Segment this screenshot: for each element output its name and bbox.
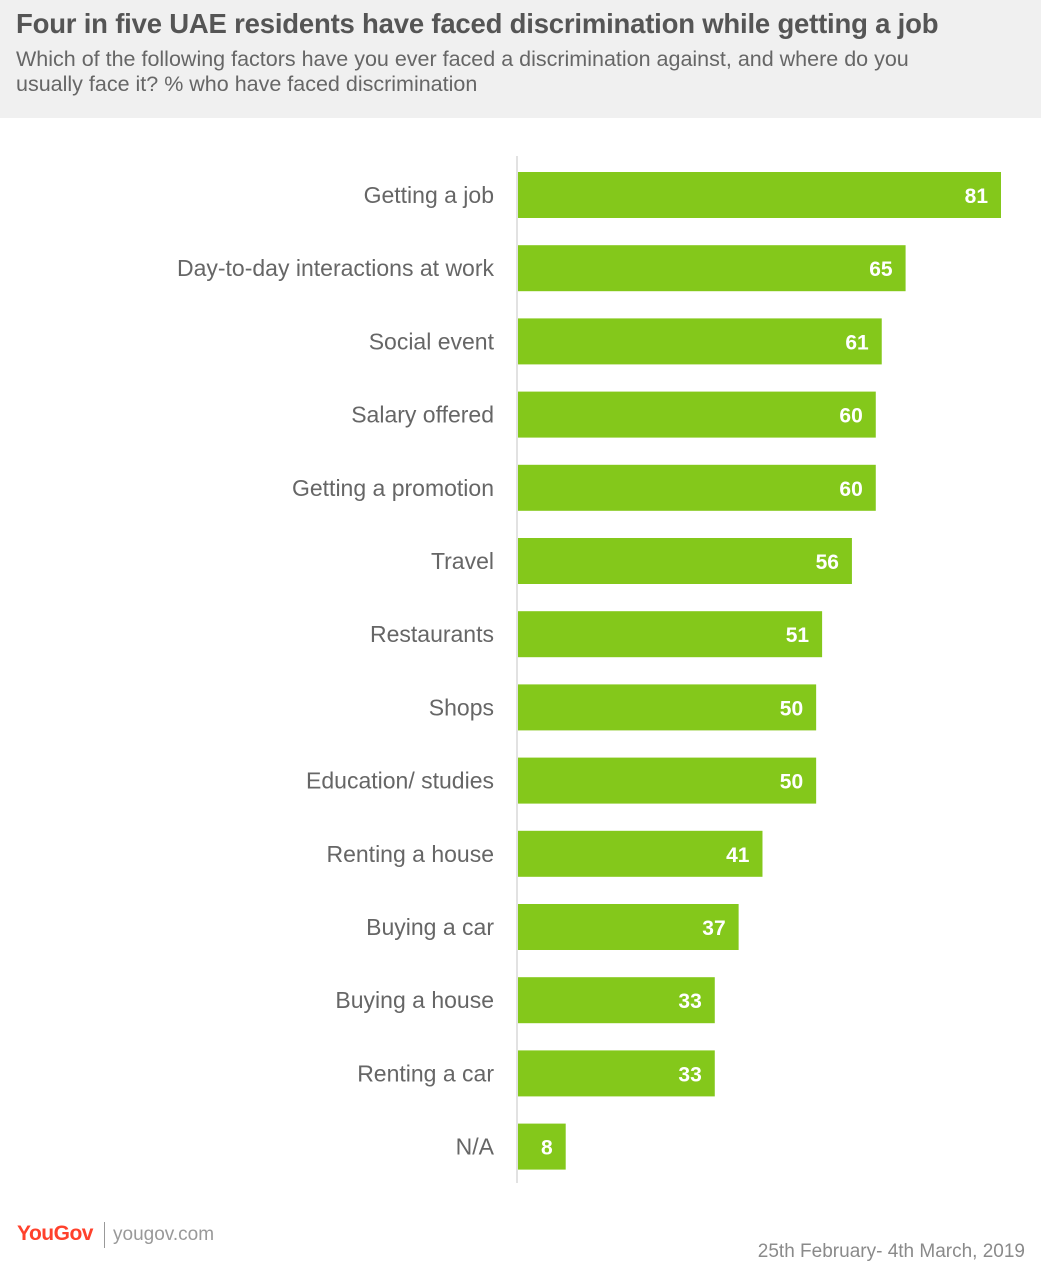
data-label: 56 <box>816 551 839 574</box>
category-label: Salary offered <box>351 402 494 428</box>
data-label: 50 <box>780 697 803 720</box>
category-label: Restaurants <box>370 621 494 647</box>
category-label: Day-to-day interactions at work <box>177 255 495 281</box>
bar <box>518 611 823 658</box>
bar <box>518 830 763 877</box>
category-label: Getting a promotion <box>292 475 494 501</box>
survey-date: 25th February- 4th March, 2019 <box>757 1241 1025 1262</box>
chart-subtitle: Which of the following factors have you … <box>16 47 909 96</box>
category-label: Renting a house <box>326 841 494 867</box>
yougov-logo: YouGov <box>17 1222 93 1245</box>
category-label: Social event <box>369 328 495 354</box>
bar <box>518 172 1001 218</box>
header-band: Four in five UAE residents have faced di… <box>0 0 1041 118</box>
data-label: 8 <box>541 1137 553 1160</box>
category-label: Renting a car <box>357 1060 494 1086</box>
bar <box>518 1050 715 1097</box>
bar <box>518 757 817 804</box>
category-label: Travel <box>431 548 494 574</box>
bar <box>518 464 876 511</box>
data-label: 50 <box>780 771 803 794</box>
bar <box>518 684 817 731</box>
bar <box>518 391 876 438</box>
data-label: 81 <box>965 185 989 208</box>
data-label: 41 <box>726 844 750 867</box>
category-label: Shops <box>429 694 494 720</box>
category-label: Buying a house <box>335 987 494 1013</box>
footer-divider <box>104 1222 105 1248</box>
category-label: Education/ studies <box>306 768 494 794</box>
data-label: 33 <box>678 990 701 1013</box>
bar-chart: Getting a job 81 Day-to-day interactions a… <box>177 156 1001 1183</box>
bar <box>518 904 739 950</box>
footer-site-link[interactable]: yougov.com <box>113 1224 215 1245</box>
category-label: Getting a job <box>364 182 494 208</box>
data-label: 37 <box>702 917 725 940</box>
bar <box>518 1123 566 1170</box>
bar <box>518 318 882 365</box>
category-label: N/A <box>456 1134 495 1160</box>
data-label: 60 <box>839 405 862 428</box>
data-label: 65 <box>869 258 893 281</box>
data-label: 60 <box>839 478 862 501</box>
chart-title: Four in five UAE residents have faced di… <box>16 8 939 39</box>
bar <box>518 245 906 292</box>
data-label: 61 <box>845 331 869 354</box>
category-label: Buying a car <box>366 914 494 940</box>
data-label: 51 <box>786 624 810 647</box>
data-label: 33 <box>678 1063 701 1086</box>
bar <box>518 538 852 584</box>
bar <box>518 977 715 1024</box>
